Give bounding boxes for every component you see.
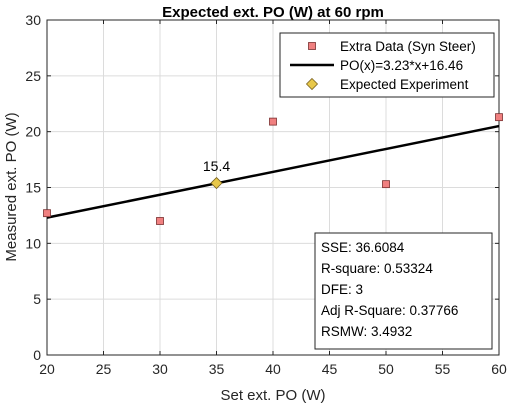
chart-title: Expected ext. PO (W) at 60 rpm (162, 4, 384, 21)
stats-line: R-square: 0.53324 (321, 261, 433, 276)
y-axis-label: Measured ext. PO (W) (3, 112, 20, 261)
data-point-diamond (210, 176, 223, 190)
x-tick-label: 60 (491, 361, 507, 377)
legend-diamond-marker (305, 77, 319, 91)
x-tick-label: 45 (322, 361, 338, 377)
data-point-square (382, 180, 390, 189)
y-tick-label: 20 (25, 124, 41, 140)
stats-line: RSMW: 3.4932 (321, 324, 412, 339)
y-tick-label: 25 (25, 68, 41, 84)
x-tick-label: 50 (378, 361, 394, 377)
legend-square-marker (308, 42, 316, 50)
y-tick-label: 10 (25, 235, 41, 251)
legend-entry-label: PO(x)=3.23*x+16.46 (340, 58, 463, 73)
data-marks: 15.4 (43, 113, 503, 225)
x-tick-label: 35 (209, 361, 225, 377)
axis-ticks: 20 25 30 35 40 45 50 55 60 0 5 10 15 20 25 30 (25, 12, 507, 377)
fit-line (46, 124, 500, 219)
legend-entry-label: Expected Experiment (340, 77, 469, 92)
x-axis-label: Set ext. PO (W) (220, 387, 325, 404)
x-tick-label: 25 (96, 361, 112, 377)
x-tick-label: 30 (152, 361, 168, 377)
y-tick-label: 15 (25, 180, 41, 196)
stats-box (314, 232, 493, 350)
data-point-square (43, 209, 51, 218)
x-tick-label: 55 (435, 361, 451, 377)
annotation-label: 15.4 (203, 158, 230, 174)
x-tick-label: 20 (39, 361, 55, 377)
data-point-square (156, 217, 164, 225)
legend: Extra Data (Syn Steer) PO(x)=3.23*x+16.46… (279, 32, 495, 98)
stats-line: DFE: 3 (321, 282, 363, 297)
data-point-square (269, 117, 277, 126)
fit-stats-box: SSE: 36.6084 R-square: 0.53324 DFE: 3 Adj R… (314, 232, 493, 350)
y-tick-label: 5 (33, 291, 41, 307)
stats-line: SSE: 36.6084 (321, 240, 405, 255)
y-tick-label: 0 (33, 347, 41, 363)
data-point-square (495, 113, 503, 122)
y-tick-label: 30 (25, 12, 41, 28)
legend-entry-label: Extra Data (Syn Steer) (340, 39, 476, 54)
x-tick-label: 40 (265, 361, 281, 377)
stats-line: Adj R-Square: 0.37766 (321, 303, 458, 318)
